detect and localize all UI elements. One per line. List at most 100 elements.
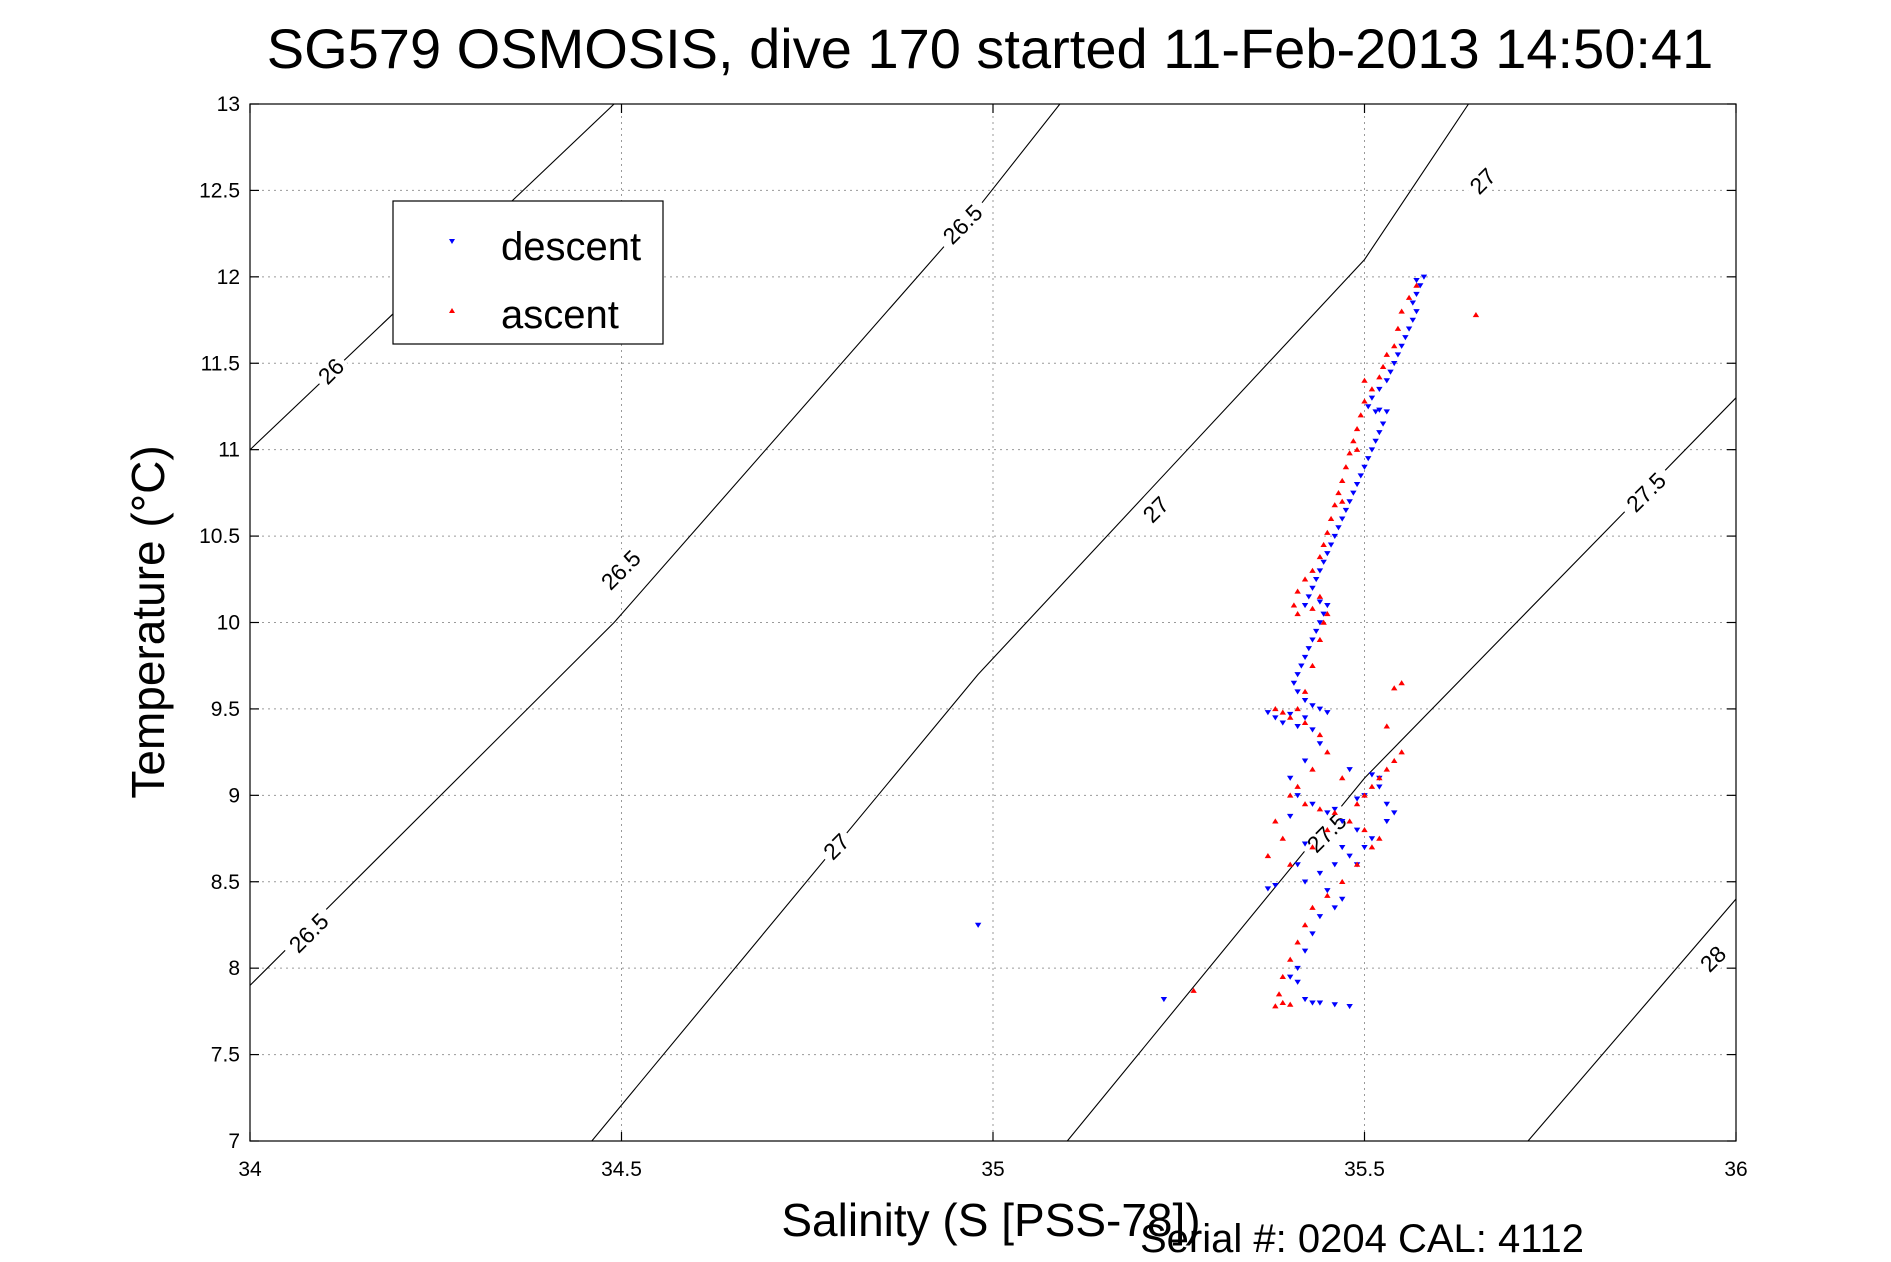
- descent-point: [1287, 974, 1294, 980]
- descent-point: [1301, 602, 1309, 609]
- ascent-point: [1279, 835, 1286, 841]
- descent-point: [1272, 715, 1279, 721]
- ascent-point: [1368, 783, 1376, 789]
- ascent-point: [1472, 311, 1480, 318]
- ascent-point: [1361, 792, 1368, 798]
- descent-point: [1420, 274, 1428, 280]
- descent-point: [1405, 326, 1413, 332]
- descent-point: [1316, 706, 1324, 712]
- descent-point: [1387, 369, 1394, 375]
- ascent-point: [1316, 806, 1324, 812]
- descent-point: [1301, 758, 1309, 764]
- legend-label-descent: descent: [501, 225, 641, 269]
- ascent-point: [1391, 757, 1398, 764]
- ascent-point: [1361, 398, 1368, 404]
- descent-point: [1379, 421, 1387, 427]
- descent-point: [1160, 997, 1168, 1003]
- descent-point: [1365, 456, 1372, 462]
- descent-point: [1339, 516, 1346, 522]
- ascent-point: [1324, 749, 1331, 755]
- descent-point: [1413, 309, 1420, 315]
- descent-point: [1287, 813, 1294, 819]
- chart-title: SG579 OSMOSIS, dive 170 started 11-Feb-2…: [267, 17, 1713, 80]
- descent-point: [1402, 335, 1409, 341]
- descent-point: [1316, 599, 1324, 605]
- ascent-point: [1301, 801, 1309, 807]
- descent-point: [1394, 352, 1402, 358]
- descent-point: [1339, 844, 1346, 851]
- descent-point: [1316, 568, 1324, 574]
- descent-point: [1357, 473, 1364, 479]
- x-tick-label: 35.5: [1344, 1158, 1385, 1181]
- descent-point: [1376, 784, 1383, 790]
- ascent-point: [1413, 282, 1420, 288]
- ascent-point: [1301, 922, 1309, 928]
- descent-point: [1324, 888, 1331, 894]
- y-tick-label: 8: [228, 957, 240, 980]
- isopycnal-27.5: [1066, 397, 1736, 1141]
- isopycnal-label-background: [1691, 936, 1734, 980]
- x-tick-label: 36: [1724, 1158, 1747, 1181]
- descent-point: [1331, 905, 1338, 911]
- descent-point: [1368, 447, 1376, 453]
- isopycnal-label-background: [590, 539, 650, 599]
- descent-point: [1301, 654, 1309, 660]
- descent-point: [1287, 775, 1294, 781]
- ascent-point: [1264, 852, 1272, 859]
- ascent-point: [1327, 515, 1335, 522]
- descent-point: [1383, 819, 1390, 825]
- ascent-point: [1405, 294, 1413, 300]
- descent-point: [1372, 438, 1379, 444]
- descent-point: [1383, 801, 1390, 807]
- descent-point: [1290, 680, 1298, 686]
- ascent-point: [1383, 351, 1390, 357]
- ascent-point: [1324, 529, 1331, 535]
- descent-point: [1331, 862, 1338, 868]
- ascent-point: [1346, 818, 1353, 824]
- descent-point: [1305, 594, 1312, 600]
- ascent-point: [1309, 844, 1316, 850]
- descent-point: [1324, 602, 1331, 609]
- descent-point: [1298, 663, 1305, 669]
- descent-point: [1353, 481, 1361, 488]
- x-axis-label: Salinity (S [PSS-78]): [781, 1194, 1200, 1246]
- y-tick-label: 9: [228, 784, 240, 807]
- y-tick-label: 11.5: [201, 352, 240, 375]
- descent-point: [1313, 577, 1320, 583]
- descent-point: [1413, 291, 1420, 297]
- ascent-point: [1294, 939, 1301, 945]
- isopycnal-27: [591, 104, 1469, 1141]
- ascent-point: [1324, 610, 1331, 617]
- legend-marker-descent: [449, 239, 455, 244]
- descent-point: [1309, 1000, 1316, 1006]
- descent-point: [1316, 914, 1324, 920]
- ascent-point: [1316, 731, 1324, 738]
- ascent-point: [1309, 567, 1316, 573]
- ascent-point: [1324, 827, 1331, 833]
- descent-point: [1301, 841, 1309, 847]
- descent-point: [1383, 409, 1390, 415]
- descent-point: [1301, 715, 1309, 721]
- descent-point: [1353, 796, 1361, 802]
- descent-point: [1272, 882, 1279, 889]
- ascent-point: [1342, 464, 1350, 470]
- descent-point: [1331, 806, 1338, 813]
- ascent-point: [1353, 446, 1361, 452]
- ascent-point: [1272, 818, 1279, 824]
- descent-point: [1335, 525, 1342, 531]
- descent-point: [1331, 1002, 1338, 1008]
- ascent-point: [1398, 680, 1405, 686]
- descent-point: [1350, 490, 1357, 496]
- descent-point: [1264, 886, 1272, 892]
- descent-point: [1346, 853, 1353, 859]
- descent-point: [1372, 409, 1379, 415]
- descent-point: [1309, 931, 1316, 937]
- legend-box: [392, 200, 664, 345]
- descent-point: [1309, 585, 1316, 591]
- descent-point: [1294, 965, 1301, 972]
- ascent-point: [1368, 844, 1376, 850]
- descent-point: [1368, 772, 1376, 778]
- descent-point: [1279, 720, 1286, 726]
- ascent-point: [1275, 991, 1283, 997]
- isopycnal-28: [1527, 898, 1736, 1141]
